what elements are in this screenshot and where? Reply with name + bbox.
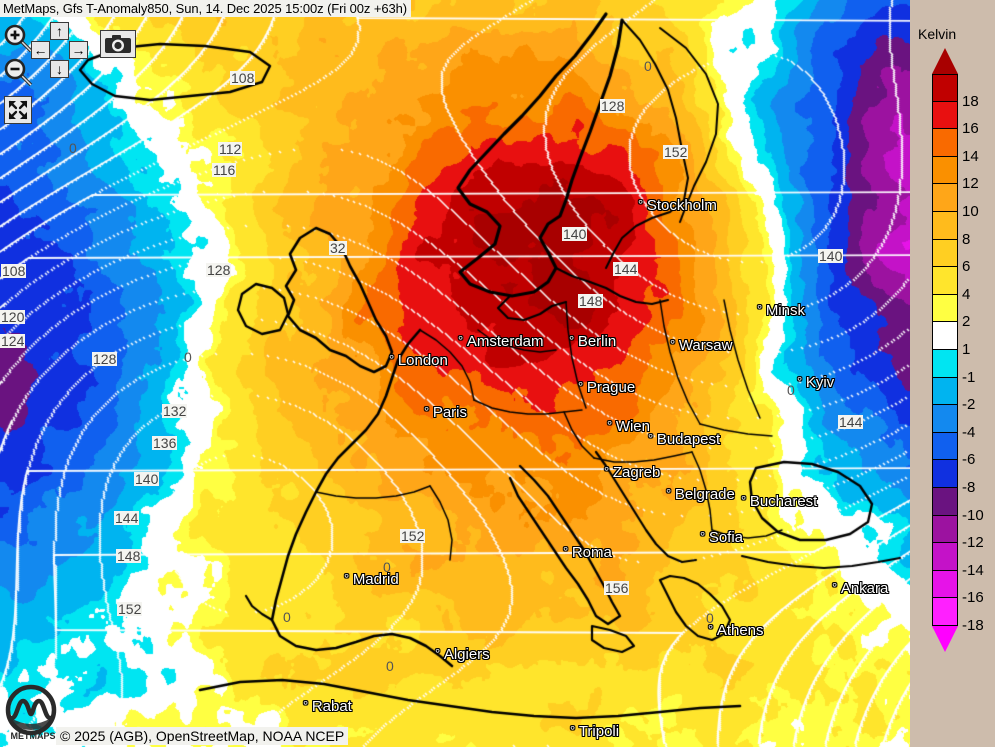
colorbar-swatch-18 — [932, 74, 958, 102]
logo-wordmark: METMAPS — [11, 731, 56, 741]
fullscreen-icon — [8, 100, 28, 120]
colorbar-tick-minus10: -10 — [962, 506, 984, 524]
colorbar-tick-18: 18 — [962, 92, 979, 110]
colorbar-legend: Kelvin 18 16 14 12 10 8 6 4 2 1 -1 -2 -4 -6 -8 -10 -12 -1… — [910, 0, 995, 747]
attribution-text: © 2025 (AGB), OpenStreetMap, NOAA NCEP — [56, 727, 349, 745]
colorbar-tick-minus14: -14 — [962, 561, 984, 579]
zoom-out-icon[interactable] — [4, 58, 34, 88]
map-viewport[interactable] — [0, 0, 910, 747]
map-toolbar: ↑ ← → ↓ — [0, 20, 150, 130]
colorbar-swatch-minus2 — [932, 377, 958, 406]
colorbar-tick-minus4: -4 — [962, 423, 976, 441]
pan-up-button[interactable]: ↑ — [50, 22, 69, 40]
colorbar-tick-14: 14 — [962, 147, 979, 165]
colorbar-swatch-minus18 — [932, 598, 958, 626]
metmaps-logo[interactable]: METMAPS — [4, 684, 62, 742]
arrow-up-icon: ↑ — [56, 23, 63, 39]
zoom-in-icon[interactable] — [4, 24, 34, 54]
colorbar-swatch-minus8 — [932, 460, 958, 488]
colorbar-tick-1: 1 — [962, 341, 971, 358]
colorbar-tick-minus2: -2 — [962, 396, 976, 414]
colorbar-tick-minus12: -12 — [962, 534, 984, 552]
snapshot-button[interactable] — [100, 30, 136, 58]
colorbar-swatch-4 — [932, 267, 958, 295]
colorbar-over-cap — [932, 48, 958, 74]
fullscreen-button[interactable] — [4, 96, 32, 124]
colorbar-swatch-14 — [932, 129, 958, 157]
colorbar-swatch-12 — [932, 156, 958, 185]
colorbar-tick-minus18: -18 — [962, 617, 984, 634]
colorbar-swatch-minus16 — [932, 570, 958, 599]
colorbar-swatch-6 — [932, 239, 958, 268]
pan-right-button[interactable]: → — [69, 41, 88, 59]
camera-icon — [105, 35, 131, 53]
colorbar-swatch-minus12 — [932, 515, 958, 544]
temperature-anomaly-raster[interactable] — [0, 0, 910, 747]
legend-unit-label: Kelvin — [918, 26, 957, 42]
colorbar-tick-6: 6 — [962, 258, 971, 276]
arrow-right-icon: → — [71, 42, 86, 58]
colorbar-swatch-1 — [932, 322, 958, 350]
colorbar-tick-8: 8 — [962, 230, 971, 248]
colorbar-tick-10: 10 — [962, 203, 979, 220]
colorbar-swatch-8 — [932, 211, 958, 240]
colorbar-swatch-minus1 — [932, 349, 958, 378]
colorbar-tick-minus6: -6 — [962, 451, 976, 469]
colorbar-swatch-minus14 — [932, 543, 958, 571]
colorbar-under-cap — [932, 626, 958, 652]
colorbar-tick-12: 12 — [962, 175, 979, 193]
colorbar-tick-minus8: -8 — [962, 479, 976, 496]
colorbar-swatch-10 — [932, 184, 958, 212]
colorbar-tick-2: 2 — [962, 313, 971, 331]
page-title: MetMaps, Gfs T-Anomaly850, Sun, 14. Dec … — [0, 0, 411, 17]
pan-down-button[interactable]: ↓ — [50, 60, 69, 78]
pan-left-button[interactable]: ← — [31, 41, 50, 59]
colorbar-swatches — [932, 74, 958, 626]
colorbar-tick-4: 4 — [962, 285, 971, 303]
colorbar-swatch-16 — [932, 101, 958, 130]
colorbar-tick-minus16: -16 — [962, 589, 984, 607]
colorbar-tick-16: 16 — [962, 120, 979, 138]
arrow-down-icon: ↓ — [56, 61, 63, 77]
colorbar-swatch-minus10 — [932, 487, 958, 516]
colorbar-swatch-2 — [932, 294, 958, 323]
arrow-left-icon: ← — [33, 42, 48, 58]
colorbar-swatch-minus6 — [932, 432, 958, 461]
colorbar-swatch-minus4 — [932, 405, 958, 433]
colorbar-tick-minus1: -1 — [962, 368, 976, 386]
